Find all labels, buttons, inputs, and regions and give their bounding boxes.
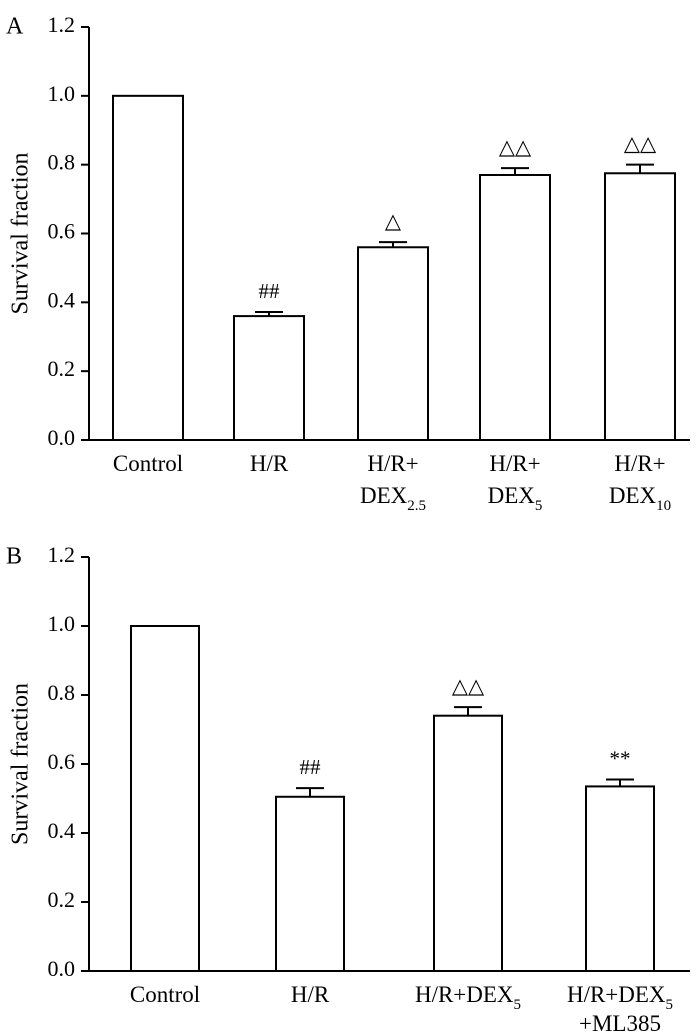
significance-mark: △ xyxy=(385,209,402,233)
x-category-label-subscript: 5 xyxy=(666,997,674,1013)
x-category-label: H/R+ xyxy=(489,451,540,476)
panel-label-a: A xyxy=(6,14,24,40)
x-category-label-subscript: 5 xyxy=(535,498,543,514)
bar xyxy=(585,785,655,972)
y-tick-label: 1.0 xyxy=(48,81,76,106)
y-axis-label: Survival fraction xyxy=(8,153,34,315)
x-category-label: DEX10 xyxy=(609,483,671,514)
x-category-label-text: H/R xyxy=(250,451,289,476)
significance-mark: ## xyxy=(259,279,281,303)
y-axis-label: Survival fraction xyxy=(8,683,34,845)
x-category-label-subscript: 10 xyxy=(656,498,671,514)
x-category-label-text: H/R+DEX xyxy=(415,982,514,1007)
x-category-label-text: Control xyxy=(113,451,183,476)
x-category-label: +ML385 xyxy=(579,1011,661,1036)
x-category-label: DEX2.5 xyxy=(360,483,426,514)
x-category-label-text: DEX xyxy=(360,483,408,508)
x-category-label: H/R+ xyxy=(367,451,418,476)
x-category-label-text: DEX xyxy=(488,483,536,508)
x-category-label-text: DEX xyxy=(609,483,657,508)
x-category-label-subscript: 5 xyxy=(514,997,522,1013)
x-category-label-text: H/R+ xyxy=(367,451,418,476)
bar xyxy=(112,94,184,441)
y-tick-label: 0.4 xyxy=(48,287,76,312)
bar xyxy=(233,315,305,442)
significance-mark: △△ xyxy=(452,674,485,698)
significance-mark: ## xyxy=(300,755,322,779)
x-category-label: H/R xyxy=(250,451,289,476)
x-category-label-text: H/R xyxy=(291,982,330,1007)
bar xyxy=(130,625,200,972)
x-category-label-text: H/R+ xyxy=(489,451,540,476)
bar xyxy=(357,246,429,441)
y-tick-label: 0.8 xyxy=(48,150,76,175)
panel-label-b: B xyxy=(6,544,22,570)
significance-mark: △△ xyxy=(624,132,657,156)
significance-mark: ** xyxy=(610,747,631,771)
x-category-label-text: Control xyxy=(130,982,200,1007)
x-category-label: H/R xyxy=(291,982,330,1007)
x-category-label: Control xyxy=(130,982,200,1007)
x-category-label: H/R+DEX5 xyxy=(567,982,673,1013)
x-category-label-text: H/R+DEX xyxy=(567,982,666,1007)
x-category-label: H/R+ xyxy=(614,451,665,476)
x-category-label-text: H/R+ xyxy=(614,451,665,476)
x-category-label: H/R+DEX5 xyxy=(415,982,521,1013)
y-tick-label: 1.0 xyxy=(48,611,76,636)
y-tick-label: 0.6 xyxy=(48,749,76,774)
bar xyxy=(604,172,676,441)
x-category-label: Control xyxy=(113,451,183,476)
y-tick-label: 1.2 xyxy=(48,12,76,37)
y-tick-label: 1.2 xyxy=(48,542,76,567)
x-category-label-subscript: 2.5 xyxy=(407,498,426,514)
y-tick-label: 0.0 xyxy=(48,956,76,981)
y-tick-label: 0.8 xyxy=(48,680,76,705)
x-category-label: DEX5 xyxy=(488,483,543,514)
y-tick-label: 0.2 xyxy=(48,356,76,381)
y-tick-label: 0.6 xyxy=(48,219,76,244)
significance-mark: △△ xyxy=(499,135,532,159)
bar xyxy=(433,714,503,973)
y-tick-label: 0.0 xyxy=(48,425,76,450)
bar xyxy=(275,795,345,973)
y-tick-label: 0.4 xyxy=(48,818,76,843)
y-tick-label: 0.2 xyxy=(48,887,76,912)
bar xyxy=(479,173,551,441)
x-category-label-text: +ML385 xyxy=(579,1011,661,1036)
